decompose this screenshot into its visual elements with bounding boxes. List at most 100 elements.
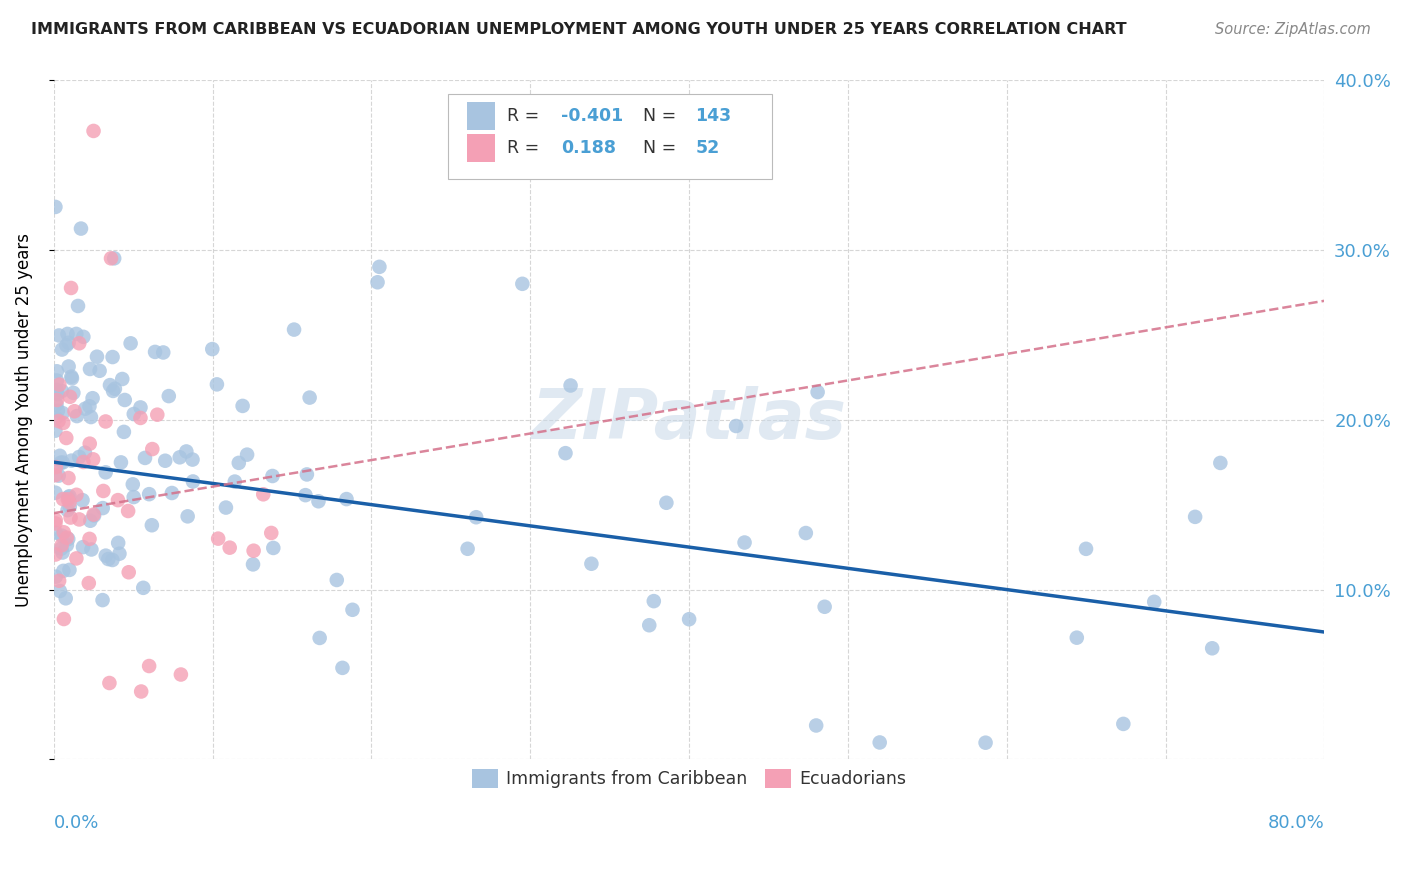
Point [44, 485, 66, 500]
Point [132, 581, 155, 595]
Point [58, 532, 80, 546]
Point [72, 540, 94, 554]
Point [581, 557, 603, 571]
Point [1184, 509, 1206, 524]
Point [1201, 641, 1223, 656]
Point [308, 494, 330, 508]
Text: 0.188: 0.188 [561, 139, 616, 157]
Point [79, 514, 101, 528]
Point [59, 500, 82, 514]
Point [55, 338, 77, 352]
Point [176, 444, 198, 458]
Point [974, 736, 997, 750]
Point [56, 326, 79, 341]
Point [242, 558, 264, 572]
Point [46, 387, 69, 401]
Point [110, 455, 132, 469]
Point [58, 359, 80, 374]
Point [332, 661, 354, 675]
Point [44, 200, 66, 214]
Point [655, 496, 678, 510]
Point [45, 383, 67, 397]
Point [58, 471, 80, 485]
Point [294, 488, 316, 502]
Point [56, 492, 79, 507]
Point [80, 410, 103, 425]
Text: ZIPatlas: ZIPatlas [531, 386, 846, 453]
Text: R =: R = [508, 139, 551, 157]
Point [79, 362, 101, 376]
Point [141, 518, 163, 533]
Point [72, 493, 94, 508]
Point [94, 466, 117, 480]
Point [60, 281, 83, 295]
Point [48, 414, 70, 428]
Point [120, 336, 142, 351]
Point [79, 399, 101, 413]
Point [298, 391, 321, 405]
Point [129, 684, 152, 698]
Point [91, 483, 114, 498]
Point [46, 392, 69, 407]
Point [60, 453, 83, 467]
Text: 52: 52 [696, 139, 720, 157]
Point [94, 549, 117, 563]
Point [97, 552, 120, 566]
Point [129, 401, 152, 415]
Point [218, 541, 240, 555]
Point [89, 364, 111, 378]
Point [80, 542, 103, 557]
Point [70, 221, 93, 235]
Point [56, 503, 79, 517]
Point [45, 570, 67, 584]
Point [46, 404, 69, 418]
Point [98, 676, 121, 690]
Point [283, 322, 305, 336]
Point [60, 369, 83, 384]
Point [160, 486, 183, 500]
Y-axis label: Unemployment Among Youth under 25 years: Unemployment Among Youth under 25 years [15, 233, 32, 607]
Text: 0.0%: 0.0% [53, 814, 100, 832]
Point [207, 532, 229, 546]
Point [295, 467, 318, 482]
Point [75, 401, 97, 416]
Point [638, 618, 661, 632]
Point [252, 487, 274, 501]
FancyBboxPatch shape [447, 94, 772, 178]
Point [67, 336, 90, 351]
Point [104, 382, 127, 396]
Point [98, 378, 121, 392]
Point [83, 508, 105, 522]
Point [678, 612, 700, 626]
Point [734, 535, 756, 549]
Point [52, 612, 75, 626]
Point [121, 477, 143, 491]
Point [138, 487, 160, 501]
Point [804, 718, 827, 732]
Point [49, 449, 72, 463]
Point [45, 398, 67, 412]
Point [94, 415, 117, 429]
Bar [467, 102, 495, 130]
Point [807, 385, 830, 400]
Point [49, 584, 72, 599]
Point [138, 659, 160, 673]
Point [44, 516, 66, 531]
Point [181, 452, 204, 467]
Point [45, 460, 67, 475]
Point [51, 343, 73, 357]
Point [215, 500, 238, 515]
Point [49, 456, 72, 470]
Point [114, 392, 136, 407]
Point [181, 475, 204, 489]
Point [52, 416, 75, 430]
Point [79, 532, 101, 546]
Point [52, 456, 75, 470]
Point [112, 425, 135, 439]
Point [101, 553, 124, 567]
Point [59, 510, 82, 524]
Point [554, 446, 576, 460]
Point [794, 526, 817, 541]
Point [51, 384, 73, 398]
Point [65, 326, 87, 341]
